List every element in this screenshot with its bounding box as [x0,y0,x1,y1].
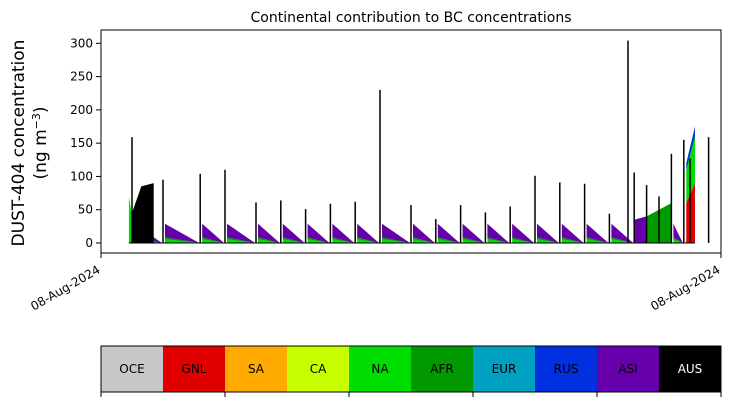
area-wedge [332,239,355,244]
y-axis-ticks: 0 50 100 150 200 250 300 [70,36,101,250]
legend-swatch [101,346,163,392]
y-tick-label: 300 [70,36,93,50]
legend-swatch [473,346,535,392]
area-wedge [165,223,200,244]
y-axis-label: DUST-404 concentration (ng m−3) [9,40,51,247]
area-start-wedge [128,196,132,244]
area-wedge [437,237,460,244]
area-wedge [227,237,255,244]
legend-swatch [287,346,349,392]
area-wedge [307,223,330,244]
y-axis-label-suffix: ) [31,106,51,113]
area-wedge [673,239,683,244]
legend-swatch [411,346,473,392]
area-wedge [537,239,559,244]
y-tick-label: 100 [70,169,93,183]
area-wedge [413,237,435,244]
legend-label: RUS [554,362,579,376]
y-tick-label: 200 [70,103,93,117]
x-tick-label-end: 08-Aug-2024 [648,262,722,313]
y-tick-label: 250 [70,70,93,84]
y-axis-label-line2: (ng m−3) [30,106,52,179]
legend-colorbar: OCE GNL SA CA NA AFR EUR RUS ASI AUS [100,345,722,397]
legend-frame [100,345,722,393]
area-wedge [165,237,200,244]
legend-label: EUR [492,362,517,376]
area-wedge [227,223,255,244]
area-burst-start [132,183,154,244]
legend-swatch [349,346,411,392]
legend-label: AFR [430,362,453,376]
area-end-layer [686,126,695,170]
y-axis-label-exponent: −3 [30,113,43,129]
area-wedge [332,237,355,244]
area-wedge [512,239,534,244]
area-wedge [487,223,510,244]
legend-swatch [225,346,287,392]
legend-swatch [597,346,659,392]
area-end-layer [634,216,647,244]
area-wedge [487,239,510,244]
legend-label: ASI [618,362,637,376]
area-wedge [258,237,280,244]
chart-title: Continental contribution to BC concentra… [250,10,571,26]
area-wedge [382,223,410,244]
area-wedge [332,223,355,244]
y-axis-label-line1: DUST-404 concentration [9,40,29,247]
plot-frame [100,29,722,254]
legend-label: OCE [119,362,144,376]
legend-label: NA [371,362,389,376]
legend-swatch [659,346,721,392]
y-tick-label: 150 [70,136,93,150]
area-wedge [282,239,305,244]
area-wedge [413,223,435,244]
area-wedge [165,239,200,244]
y-tick-label: 0 [85,236,93,250]
area-wedge [673,223,683,244]
area-wedge [586,237,609,244]
area-wedge [282,223,305,244]
legend-label: CA [310,362,327,376]
area-wedge [462,223,485,244]
area-wedge [561,239,584,244]
legend-swatch [535,346,597,392]
area-wedge [586,223,609,244]
area-wedge [512,223,534,244]
legend-label: SA [248,362,265,376]
legend-swatch [163,346,225,392]
legend-label: AUS [678,362,703,376]
area-wedge [537,237,559,244]
y-tick-label: 50 [78,203,93,217]
area-wedge [462,237,485,244]
area-wedge [437,223,460,244]
area-wedge [537,223,559,244]
area-wedge [382,237,410,244]
area-wedge [561,223,584,244]
y-axis-label-prefix: (ng m [31,129,51,179]
area-wedge [307,237,330,244]
area-wedge [202,239,224,244]
area-wedge [561,237,584,244]
legend-label: GNL [182,362,207,376]
area-wedge [487,237,510,244]
area-wedge [512,237,534,244]
area-wedge [258,223,280,244]
x-tick-label-start: 08-Aug-2024 [28,262,102,313]
area-wedge [673,237,683,244]
area-wedge [437,239,460,244]
area-wedge [202,223,224,244]
area-wedge [357,223,379,244]
area-wedge [282,237,305,244]
spike-lines [128,40,710,244]
area-wedge [202,237,224,244]
area-wedge [357,237,379,244]
